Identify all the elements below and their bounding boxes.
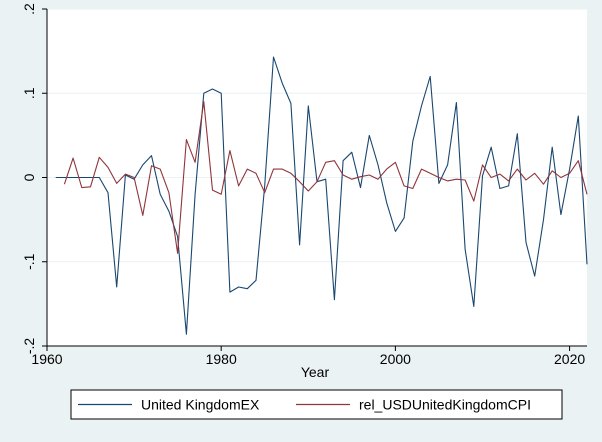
axes-layer: -.2 -.1 0 .1 .2 1960 1980 2000 2020 — [21, 3, 587, 367]
series-layer — [55, 56, 588, 335]
y-tick-label: -.2 — [21, 338, 37, 355]
legend: United KingdomEX rel_USDUnitedKingdomCPI — [70, 389, 563, 420]
legend-label: United KingdomEX — [141, 397, 260, 413]
legend-label: rel_USDUnitedKingdomCPI — [359, 397, 531, 413]
x-tick-label: 1960 — [31, 351, 62, 367]
y-tick-label: .2 — [21, 3, 37, 15]
x-axis-label: Year — [301, 364, 330, 380]
series-line-united-kingdom-ex — [55, 56, 588, 335]
x-tick-label: 1980 — [206, 351, 237, 367]
series-line-rel-usd-united-kingdom-cpi — [63, 101, 588, 254]
x-tick-label: 2000 — [380, 351, 411, 367]
y-tick-label: 0 — [21, 173, 37, 181]
y-tick-label: .1 — [21, 87, 37, 99]
x-tick-label: 2020 — [554, 351, 585, 367]
y-tick-label: -.1 — [21, 253, 37, 270]
